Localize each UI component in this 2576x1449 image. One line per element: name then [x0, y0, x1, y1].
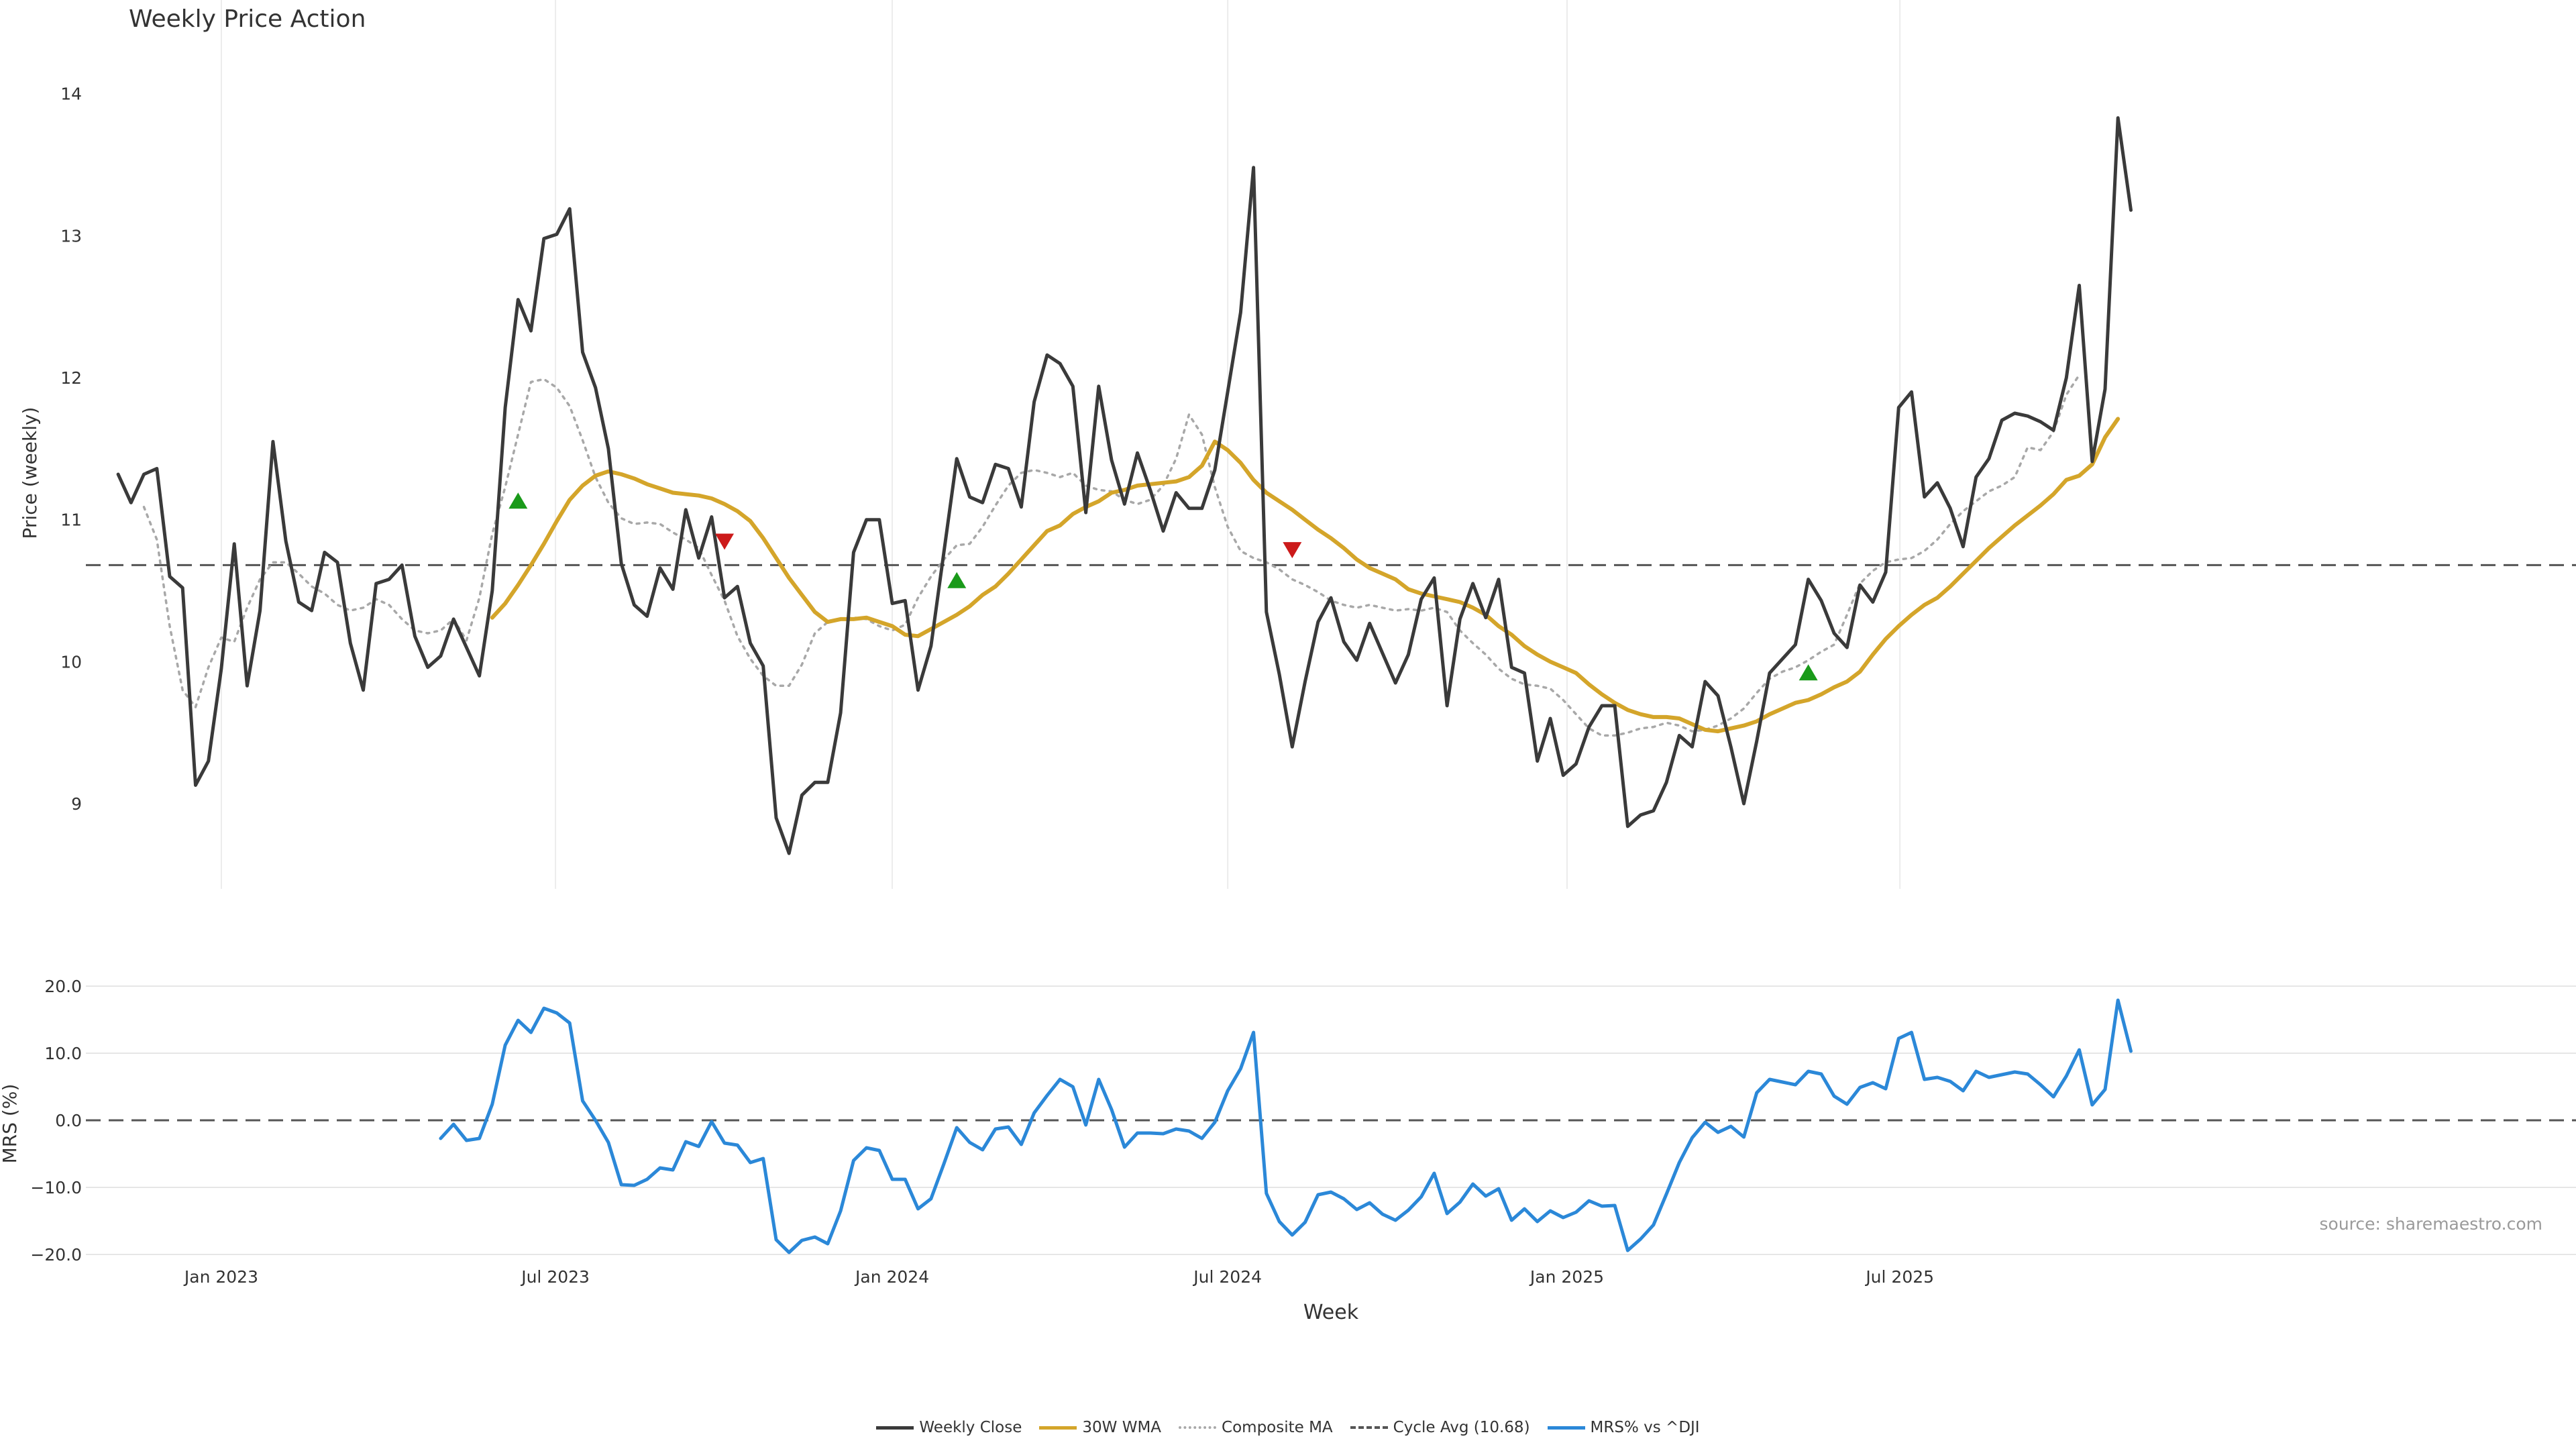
legend-item-30w-wma: 30W WMA	[1039, 1419, 1161, 1436]
legend-item-composite-ma: Composite MA	[1179, 1419, 1333, 1436]
legend-label: Cycle Avg (10.68)	[1393, 1419, 1530, 1436]
legend-swatch-30w-wma	[1039, 1426, 1077, 1430]
x-axis-label: Week	[1303, 1301, 1359, 1324]
chart-title: Weekly Price Action	[129, 5, 366, 33]
mrs-y-tick-label: 0.0	[55, 1111, 82, 1130]
price-y-tick-label: 14	[60, 85, 82, 104]
mrs-y-tick-label: 10.0	[44, 1044, 82, 1063]
weekly-close-line	[116, 116, 2133, 855]
mrs-y-axis-label: MRS (%)	[0, 1084, 21, 1164]
legend-swatch-weekly-close	[876, 1426, 914, 1430]
legend-item-mrs: MRS% vs ^DJI	[1547, 1419, 1700, 1436]
buy-signal-marker	[508, 492, 528, 509]
legend-item-cycle-avg: Cycle Avg (10.68)	[1350, 1419, 1530, 1436]
legend-label: Weekly Close	[919, 1419, 1022, 1436]
legend: Weekly Close 30W WMA Composite MA Cycle …	[0, 1419, 2576, 1436]
x-tick-label: Jul 2023	[520, 1267, 590, 1287]
x-tick-label: Jan 2024	[854, 1267, 929, 1287]
sell-signal-marker	[1283, 542, 1302, 559]
mrs-line	[439, 998, 2133, 1254]
x-tick-label: Jan 2025	[1529, 1267, 1604, 1287]
x-tick-label: Jan 2023	[183, 1267, 258, 1287]
sell-signal-marker	[715, 533, 735, 550]
price-y-tick-label: 12	[60, 368, 82, 388]
buy-signal-marker	[1799, 664, 1818, 681]
mrs-y-tick-label: −10.0	[30, 1178, 82, 1197]
price-y-tick-label: 10	[60, 652, 82, 672]
legend-swatch-cycle-avg	[1350, 1426, 1388, 1429]
x-tick-label: Jul 2025	[1864, 1267, 1934, 1287]
mrs-y-tick-label: −20.0	[30, 1245, 82, 1265]
legend-item-weekly-close: Weekly Close	[876, 1419, 1022, 1436]
wma-30w-line	[490, 417, 2121, 734]
legend-label: Composite MA	[1222, 1419, 1333, 1436]
legend-label: 30W WMA	[1082, 1419, 1162, 1436]
mrs-y-tick-label: 20.0	[44, 977, 82, 996]
price-y-axis-label: Price (weekly)	[19, 407, 41, 539]
price-y-tick-label: 9	[71, 794, 82, 814]
price-y-tick-label: 11	[60, 511, 82, 530]
composite-ma-line	[142, 374, 2081, 737]
x-tick-label: Jul 2024	[1192, 1267, 1262, 1287]
source-credit: source: sharemaestro.com	[2319, 1214, 2543, 1234]
legend-swatch-mrs	[1547, 1426, 1585, 1430]
legend-label: MRS% vs ^DJI	[1590, 1419, 1700, 1436]
legend-swatch-composite-ma	[1179, 1426, 1217, 1429]
price-y-tick-label: 13	[60, 226, 82, 246]
buy-signal-marker	[947, 572, 967, 588]
